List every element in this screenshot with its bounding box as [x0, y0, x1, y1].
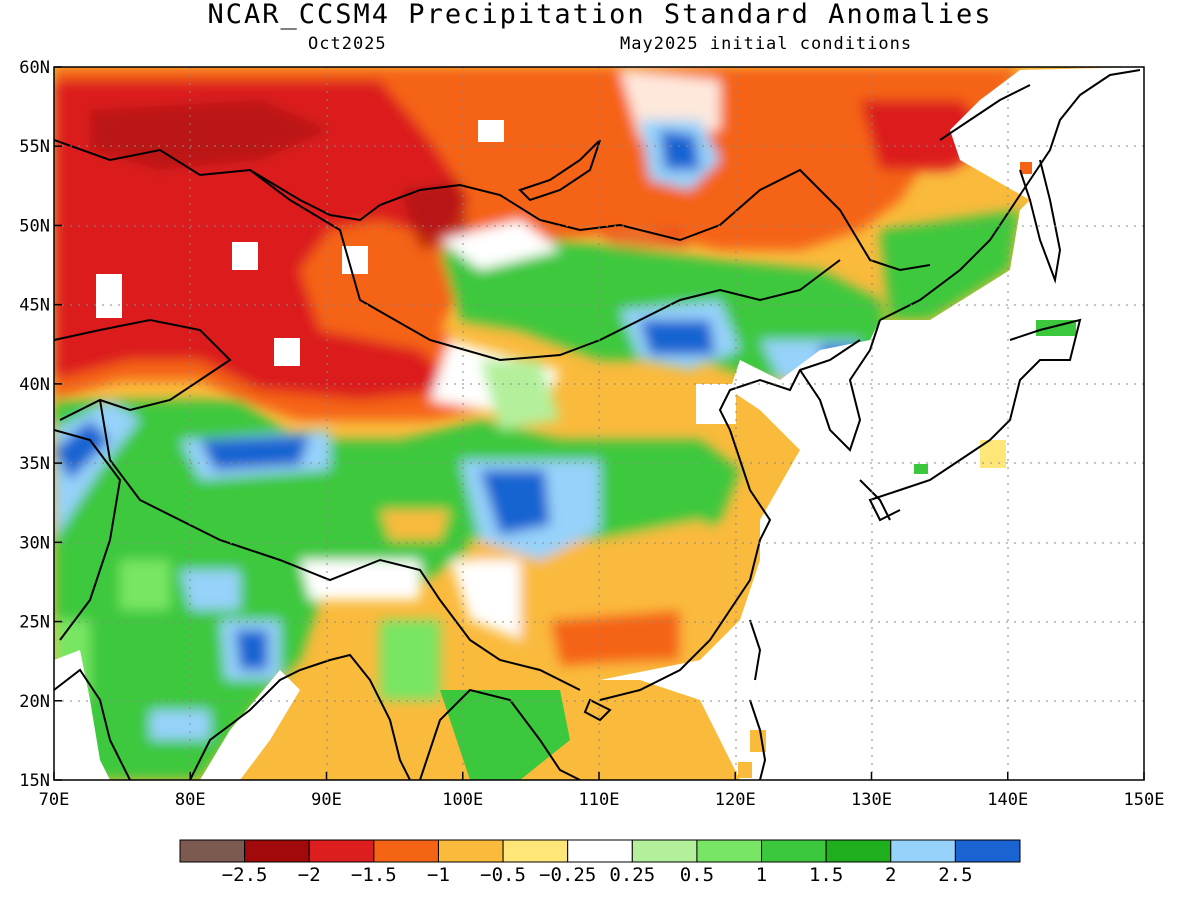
- lat-tick-label: 20N: [19, 692, 50, 712]
- colorbar: [179, 839, 1021, 863]
- lon-tick-label: 80E: [175, 790, 206, 810]
- anomaly-field: [54, 67, 1144, 780]
- colorbar-swatch: [761, 839, 827, 863]
- lon-tick-label: 110E: [579, 790, 620, 810]
- colorbar-swatch: [308, 839, 375, 863]
- lat-tick-label: 15N: [19, 771, 50, 791]
- colorbar-swatch: [437, 839, 504, 863]
- colorbar-label: −0.5: [480, 864, 526, 886]
- colorbar-label: −1.5: [350, 864, 397, 886]
- colorbar-label: −2.5: [221, 864, 268, 886]
- lat-tick-label: 60N: [19, 58, 50, 78]
- colorbar-label: 2: [885, 864, 897, 886]
- latitude-axis: 60N 55N 50N 45N 40N 35N 30N 25N 20N 15N: [19, 58, 62, 791]
- lon-tick-label: 90E: [311, 790, 342, 810]
- colorbar-label: −0.25: [539, 864, 597, 886]
- colorbar-label: 1.5: [808, 864, 844, 886]
- coastlines-and-borders: [54, 69, 1141, 780]
- lon-tick-label: 100E: [442, 790, 483, 810]
- colorbar-swatch: [373, 839, 439, 863]
- gridlines: [54, 67, 1144, 780]
- lat-tick-label: 25N: [19, 613, 50, 633]
- lon-tick-label: 120E: [715, 790, 756, 810]
- lon-tick-label: 130E: [851, 790, 892, 810]
- lat-tick-label: 40N: [19, 375, 50, 395]
- colorbar-swatch: [696, 839, 763, 863]
- lat-tick-label: 50N: [19, 216, 50, 236]
- valid-month-label: Oct2025: [308, 34, 387, 54]
- lat-tick-label: 30N: [19, 533, 50, 553]
- lon-tick-label: 70E: [39, 790, 70, 810]
- init-conditions-label: May2025 initial conditions: [620, 34, 913, 54]
- colorbar-label: 0.25: [609, 864, 656, 886]
- colorbar-label: 0.5: [679, 864, 715, 886]
- colorbar-swatch: [244, 839, 310, 863]
- colorbar-swatch: [890, 839, 956, 863]
- lon-tick-label: 140E: [987, 790, 1028, 810]
- lat-tick-label: 35N: [19, 454, 50, 474]
- colorbar-swatch: [567, 839, 633, 863]
- colorbar-label: 1: [755, 864, 768, 886]
- lat-tick-label: 45N: [19, 296, 50, 316]
- longitude-axis: 70E 80E 90E 100E 110E 120E 130E 140E 150E: [39, 772, 1165, 810]
- colorbar-label: −1: [427, 864, 450, 886]
- chart-title: NCAR_CCSM4 Precipitation Standard Anomal…: [207, 0, 993, 30]
- lat-tick-label: 55N: [19, 137, 50, 157]
- colorbar-label: 2.5: [938, 864, 973, 886]
- colorbar-label: −2: [297, 864, 321, 886]
- colorbar-swatch: [631, 839, 698, 863]
- lon-tick-label: 150E: [1124, 790, 1165, 810]
- colorbar-swatch: [179, 839, 246, 863]
- colorbar-swatch: [502, 839, 569, 863]
- colorbar-swatch: [954, 839, 1021, 863]
- colorbar-swatch: [825, 839, 892, 863]
